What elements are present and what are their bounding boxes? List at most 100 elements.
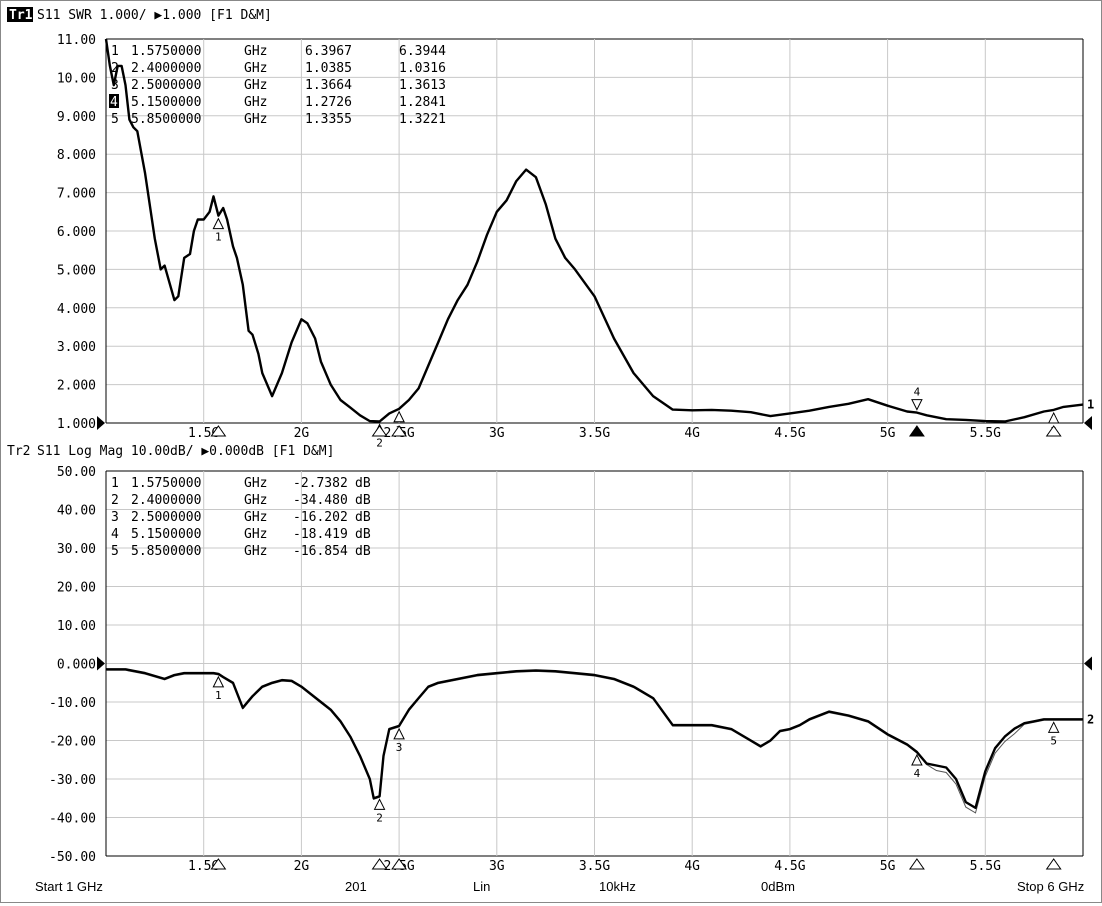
marker-label: 1 xyxy=(215,231,222,244)
marker-value-unit: dB xyxy=(355,527,371,542)
marker-number: 2 xyxy=(111,61,119,76)
marker-frequency-unit: GHz xyxy=(244,44,267,59)
active-marker-box xyxy=(109,94,119,108)
y-tick-label: 2.000 xyxy=(57,379,96,394)
x-tick-label: 5G xyxy=(880,426,896,441)
y-tick-label: -50.00 xyxy=(49,850,96,865)
marker-triangle xyxy=(212,217,225,230)
trace-label: Tr2 xyxy=(7,444,30,459)
x-tick-label: 3.5G xyxy=(579,426,610,441)
marker-frequency-unit: GHz xyxy=(244,510,267,525)
marker-triangle xyxy=(393,727,405,740)
footer-start[interactable]: Start 1 GHz xyxy=(35,879,103,894)
axis-marker-indicator xyxy=(908,425,925,437)
axis-marker-indicator xyxy=(371,425,388,437)
marker-label: 1 xyxy=(215,689,222,702)
marker-value-2: 1.0316 xyxy=(399,61,446,76)
y-tick-label: -30.00 xyxy=(49,773,96,788)
x-tick-label: 1.5G xyxy=(188,859,219,874)
trace-label-box xyxy=(7,7,33,22)
marker-number: 4 xyxy=(111,527,119,542)
marker-value-2: 6.3944 xyxy=(399,44,446,59)
marker-value-unit: dB xyxy=(355,544,371,559)
marker-frequency: 2.5000000 xyxy=(131,78,201,93)
marker-frequency: 5.1500000 xyxy=(131,527,201,542)
marker-triangle xyxy=(212,675,225,688)
marker-frequency-unit: GHz xyxy=(244,493,267,508)
trace-line xyxy=(106,668,1083,810)
marker-value: 1.2726 xyxy=(305,95,352,110)
x-tick-label: 2G xyxy=(294,426,310,441)
axis-marker-indicator xyxy=(371,858,388,870)
x-tick-label: 4.5G xyxy=(774,426,805,441)
axis-marker-indicator xyxy=(908,858,925,870)
y-tick-label: 9.000 xyxy=(57,110,96,125)
marker-label: 4 xyxy=(914,767,921,780)
marker-label: 2 xyxy=(376,436,383,449)
x-tick-label: 2G xyxy=(294,859,310,874)
footer-points[interactable]: 201 xyxy=(345,879,367,894)
trace-line xyxy=(104,38,1084,423)
marker-number: 1 xyxy=(111,44,119,59)
y-tick-label: 5.000 xyxy=(57,263,96,278)
marker-value: -2.7382 xyxy=(293,476,348,491)
y-tick-label: 8.000 xyxy=(57,148,96,163)
marker-frequency: 1.5750000 xyxy=(131,476,201,491)
marker-frequency: 5.1500000 xyxy=(131,95,201,110)
marker-frequency: 2.4000000 xyxy=(131,493,201,508)
reference-pointer-right xyxy=(1084,656,1092,671)
marker-number: 3 xyxy=(111,510,119,525)
marker-number: 3 xyxy=(111,78,119,93)
trace-label: Tr1 xyxy=(9,8,33,23)
marker-value: 1.0385 xyxy=(305,61,352,76)
marker-frequency: 2.5000000 xyxy=(131,510,201,525)
marker-number: 5 xyxy=(111,112,119,127)
marker-triangle xyxy=(1047,721,1060,733)
x-tick-label: 1.5G xyxy=(188,426,219,441)
y-tick-label: 3.000 xyxy=(57,340,96,355)
x-tick-label: 4G xyxy=(684,426,700,441)
y-tick-label: 40.00 xyxy=(57,504,96,519)
marker-triangle xyxy=(911,399,923,411)
y-tick-label: 11.00 xyxy=(57,33,96,48)
footer-stop[interactable]: Stop 6 GHz xyxy=(1017,879,1085,894)
y-tick-label: 10.00 xyxy=(57,71,96,86)
marker-number: 4 xyxy=(110,95,118,110)
marker-value-2: 1.2841 xyxy=(399,95,446,110)
marker-value: -16.854 xyxy=(293,544,348,559)
x-tick-label: 4.5G xyxy=(774,859,805,874)
marker-number: 2 xyxy=(111,493,119,508)
axis-marker-indicator xyxy=(1045,858,1062,870)
axis-marker-indicator xyxy=(210,858,227,870)
trace-header: S11 SWR 1.000/ ▶1.000 [F1 D&M] xyxy=(37,8,272,23)
footer-power[interactable]: 0dBm xyxy=(761,879,795,894)
y-tick-label: -40.00 xyxy=(49,812,96,827)
reference-pointer-right xyxy=(1084,416,1092,430)
marker-value-unit: dB xyxy=(355,476,371,491)
footer-ifbw[interactable]: 10kHz xyxy=(599,879,636,894)
x-tick-label: 5G xyxy=(880,859,896,874)
marker-frequency: 5.8500000 xyxy=(131,544,201,559)
axis-marker-indicator xyxy=(1045,425,1062,437)
marker-frequency-unit: GHz xyxy=(244,61,267,76)
marker-triangle xyxy=(1047,411,1060,424)
y-tick-label: 10.00 xyxy=(57,619,96,634)
trace-end-label: 2 xyxy=(1087,712,1094,726)
x-tick-label: 3G xyxy=(489,859,505,874)
trace-header: S11 Log Mag 10.00dB/ ▶0.000dB [F1 D&M] xyxy=(37,444,334,459)
marker-value-2: 1.3221 xyxy=(399,112,446,127)
y-tick-label: 7.000 xyxy=(57,187,96,202)
footer-sweep-type[interactable]: Lin xyxy=(473,879,491,894)
marker-number: 1 xyxy=(111,476,119,491)
x-tick-label: 4G xyxy=(684,859,700,874)
axis-marker-indicator xyxy=(210,425,227,437)
y-tick-label: 1.000 xyxy=(57,417,96,432)
marker-value: -16.202 xyxy=(293,510,348,525)
marker-frequency-unit: GHz xyxy=(244,544,267,559)
y-tick-label: 30.00 xyxy=(57,542,96,557)
marker-triangle xyxy=(911,753,923,766)
marker-frequency-unit: GHz xyxy=(244,95,267,110)
marker-frequency: 5.8500000 xyxy=(131,112,201,127)
